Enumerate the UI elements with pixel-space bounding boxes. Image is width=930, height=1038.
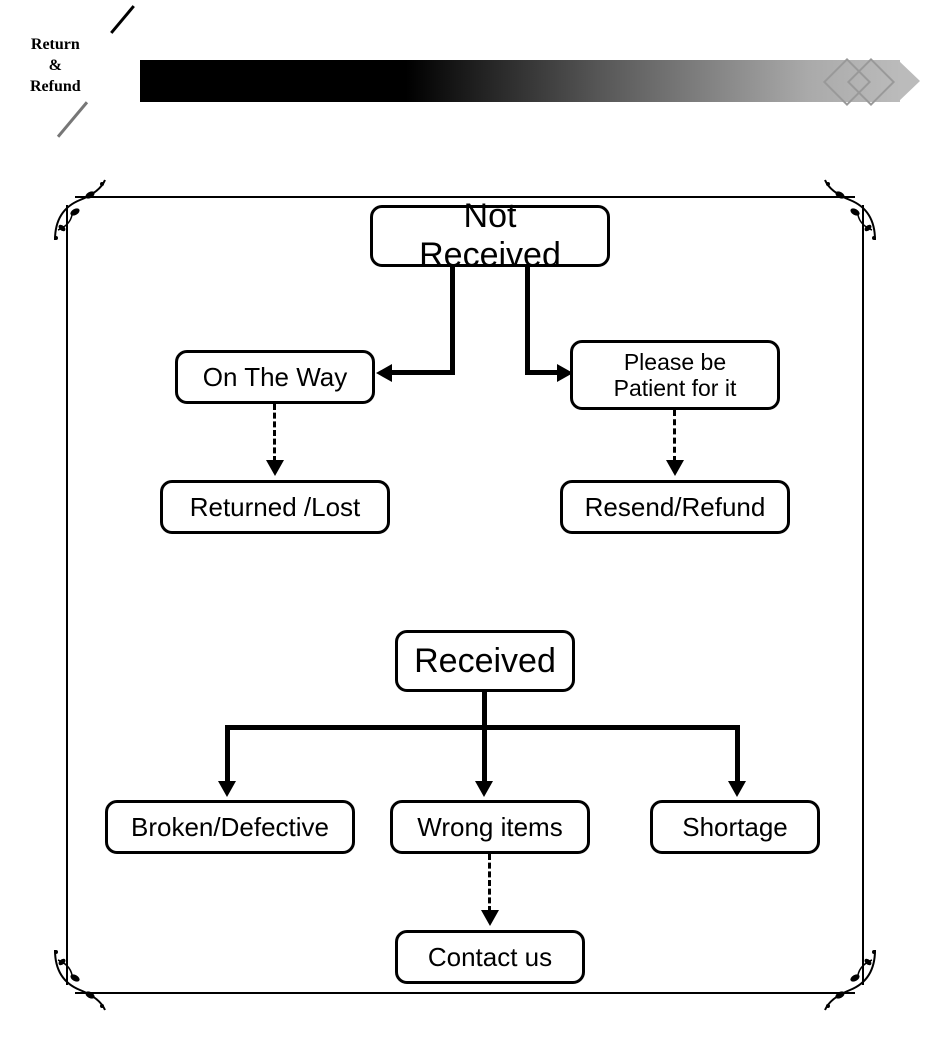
node-shortage: Shortage — [650, 800, 820, 854]
node-label: Received — [414, 642, 556, 681]
node-label: On The Way — [203, 362, 348, 393]
arrowhead-icon — [728, 781, 746, 797]
node-label: Not Received — [397, 197, 583, 275]
floral-corner-icon — [40, 170, 120, 250]
arrowhead-icon — [376, 364, 392, 382]
node-resend-refund: Resend/Refund — [560, 480, 790, 534]
header-title: Return & Refund — [30, 35, 81, 97]
node-wrong: Wrong items — [390, 800, 590, 854]
node-label: Wrong items — [417, 812, 562, 843]
edge-dashed — [488, 854, 491, 912]
node-label: Resend/Refund — [585, 492, 766, 523]
node-label: Broken/Defective — [131, 812, 329, 843]
edge — [450, 267, 455, 370]
frame-border — [66, 205, 68, 985]
node-contact: Contact us — [395, 930, 585, 984]
node-label: Shortage — [682, 812, 788, 843]
arrowhead-icon — [218, 781, 236, 797]
edge — [390, 370, 455, 375]
node-label: Contact us — [428, 942, 552, 973]
node-label: Returned /Lost — [190, 492, 361, 523]
header-bar — [140, 60, 900, 102]
node-received: Received — [395, 630, 575, 692]
header: Return & Refund — [0, 10, 930, 130]
node-patient: Please bePatient for it — [570, 340, 780, 410]
header-title-line3: Refund — [30, 78, 81, 95]
edge — [525, 370, 560, 375]
frame-border — [862, 205, 864, 985]
node-returned-lost: Returned /Lost — [160, 480, 390, 534]
node-label: Please bePatient for it — [614, 349, 737, 402]
node-broken: Broken/Defective — [105, 800, 355, 854]
edge — [482, 692, 487, 727]
edge-dashed — [273, 404, 276, 462]
floral-corner-icon — [810, 170, 890, 250]
arrowhead-icon — [481, 910, 499, 926]
floral-corner-icon — [40, 940, 120, 1020]
frame-border — [75, 992, 855, 994]
arrowhead-icon — [266, 460, 284, 476]
slash-icon — [57, 101, 88, 137]
slash-icon — [110, 5, 135, 34]
edge — [525, 267, 530, 370]
arrowhead-icon — [475, 781, 493, 797]
header-title-line2: & — [49, 57, 62, 74]
arrowhead-icon — [666, 460, 684, 476]
node-not-received: Not Received — [370, 205, 610, 267]
flowchart-frame: Not Received On The Way Please bePatient… — [50, 180, 880, 1010]
edge — [482, 725, 487, 783]
floral-corner-icon — [810, 940, 890, 1020]
edge-dashed — [673, 410, 676, 462]
edge — [225, 725, 230, 783]
header-title-line1: Return — [31, 36, 80, 53]
node-on-the-way: On The Way — [175, 350, 375, 404]
arrow-cap-icon — [898, 60, 920, 102]
edge — [735, 725, 740, 783]
